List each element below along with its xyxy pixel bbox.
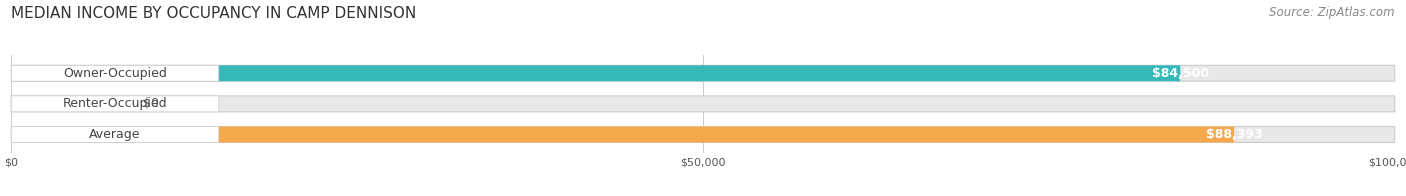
Text: MEDIAN INCOME BY OCCUPANCY IN CAMP DENNISON: MEDIAN INCOME BY OCCUPANCY IN CAMP DENNI… — [11, 6, 416, 21]
Text: $0: $0 — [142, 97, 159, 110]
Text: Renter-Occupied: Renter-Occupied — [63, 97, 167, 110]
Text: $88,393: $88,393 — [1206, 128, 1263, 141]
FancyBboxPatch shape — [11, 96, 1395, 112]
FancyBboxPatch shape — [11, 127, 219, 142]
FancyBboxPatch shape — [11, 127, 1234, 142]
FancyBboxPatch shape — [11, 127, 1395, 142]
FancyBboxPatch shape — [11, 96, 219, 112]
FancyBboxPatch shape — [11, 65, 219, 81]
Text: Owner-Occupied: Owner-Occupied — [63, 67, 167, 80]
FancyBboxPatch shape — [11, 65, 1395, 81]
Text: Average: Average — [89, 128, 141, 141]
FancyBboxPatch shape — [11, 96, 122, 112]
FancyBboxPatch shape — [11, 65, 1180, 81]
Text: $84,500: $84,500 — [1152, 67, 1209, 80]
Text: Source: ZipAtlas.com: Source: ZipAtlas.com — [1270, 6, 1395, 19]
